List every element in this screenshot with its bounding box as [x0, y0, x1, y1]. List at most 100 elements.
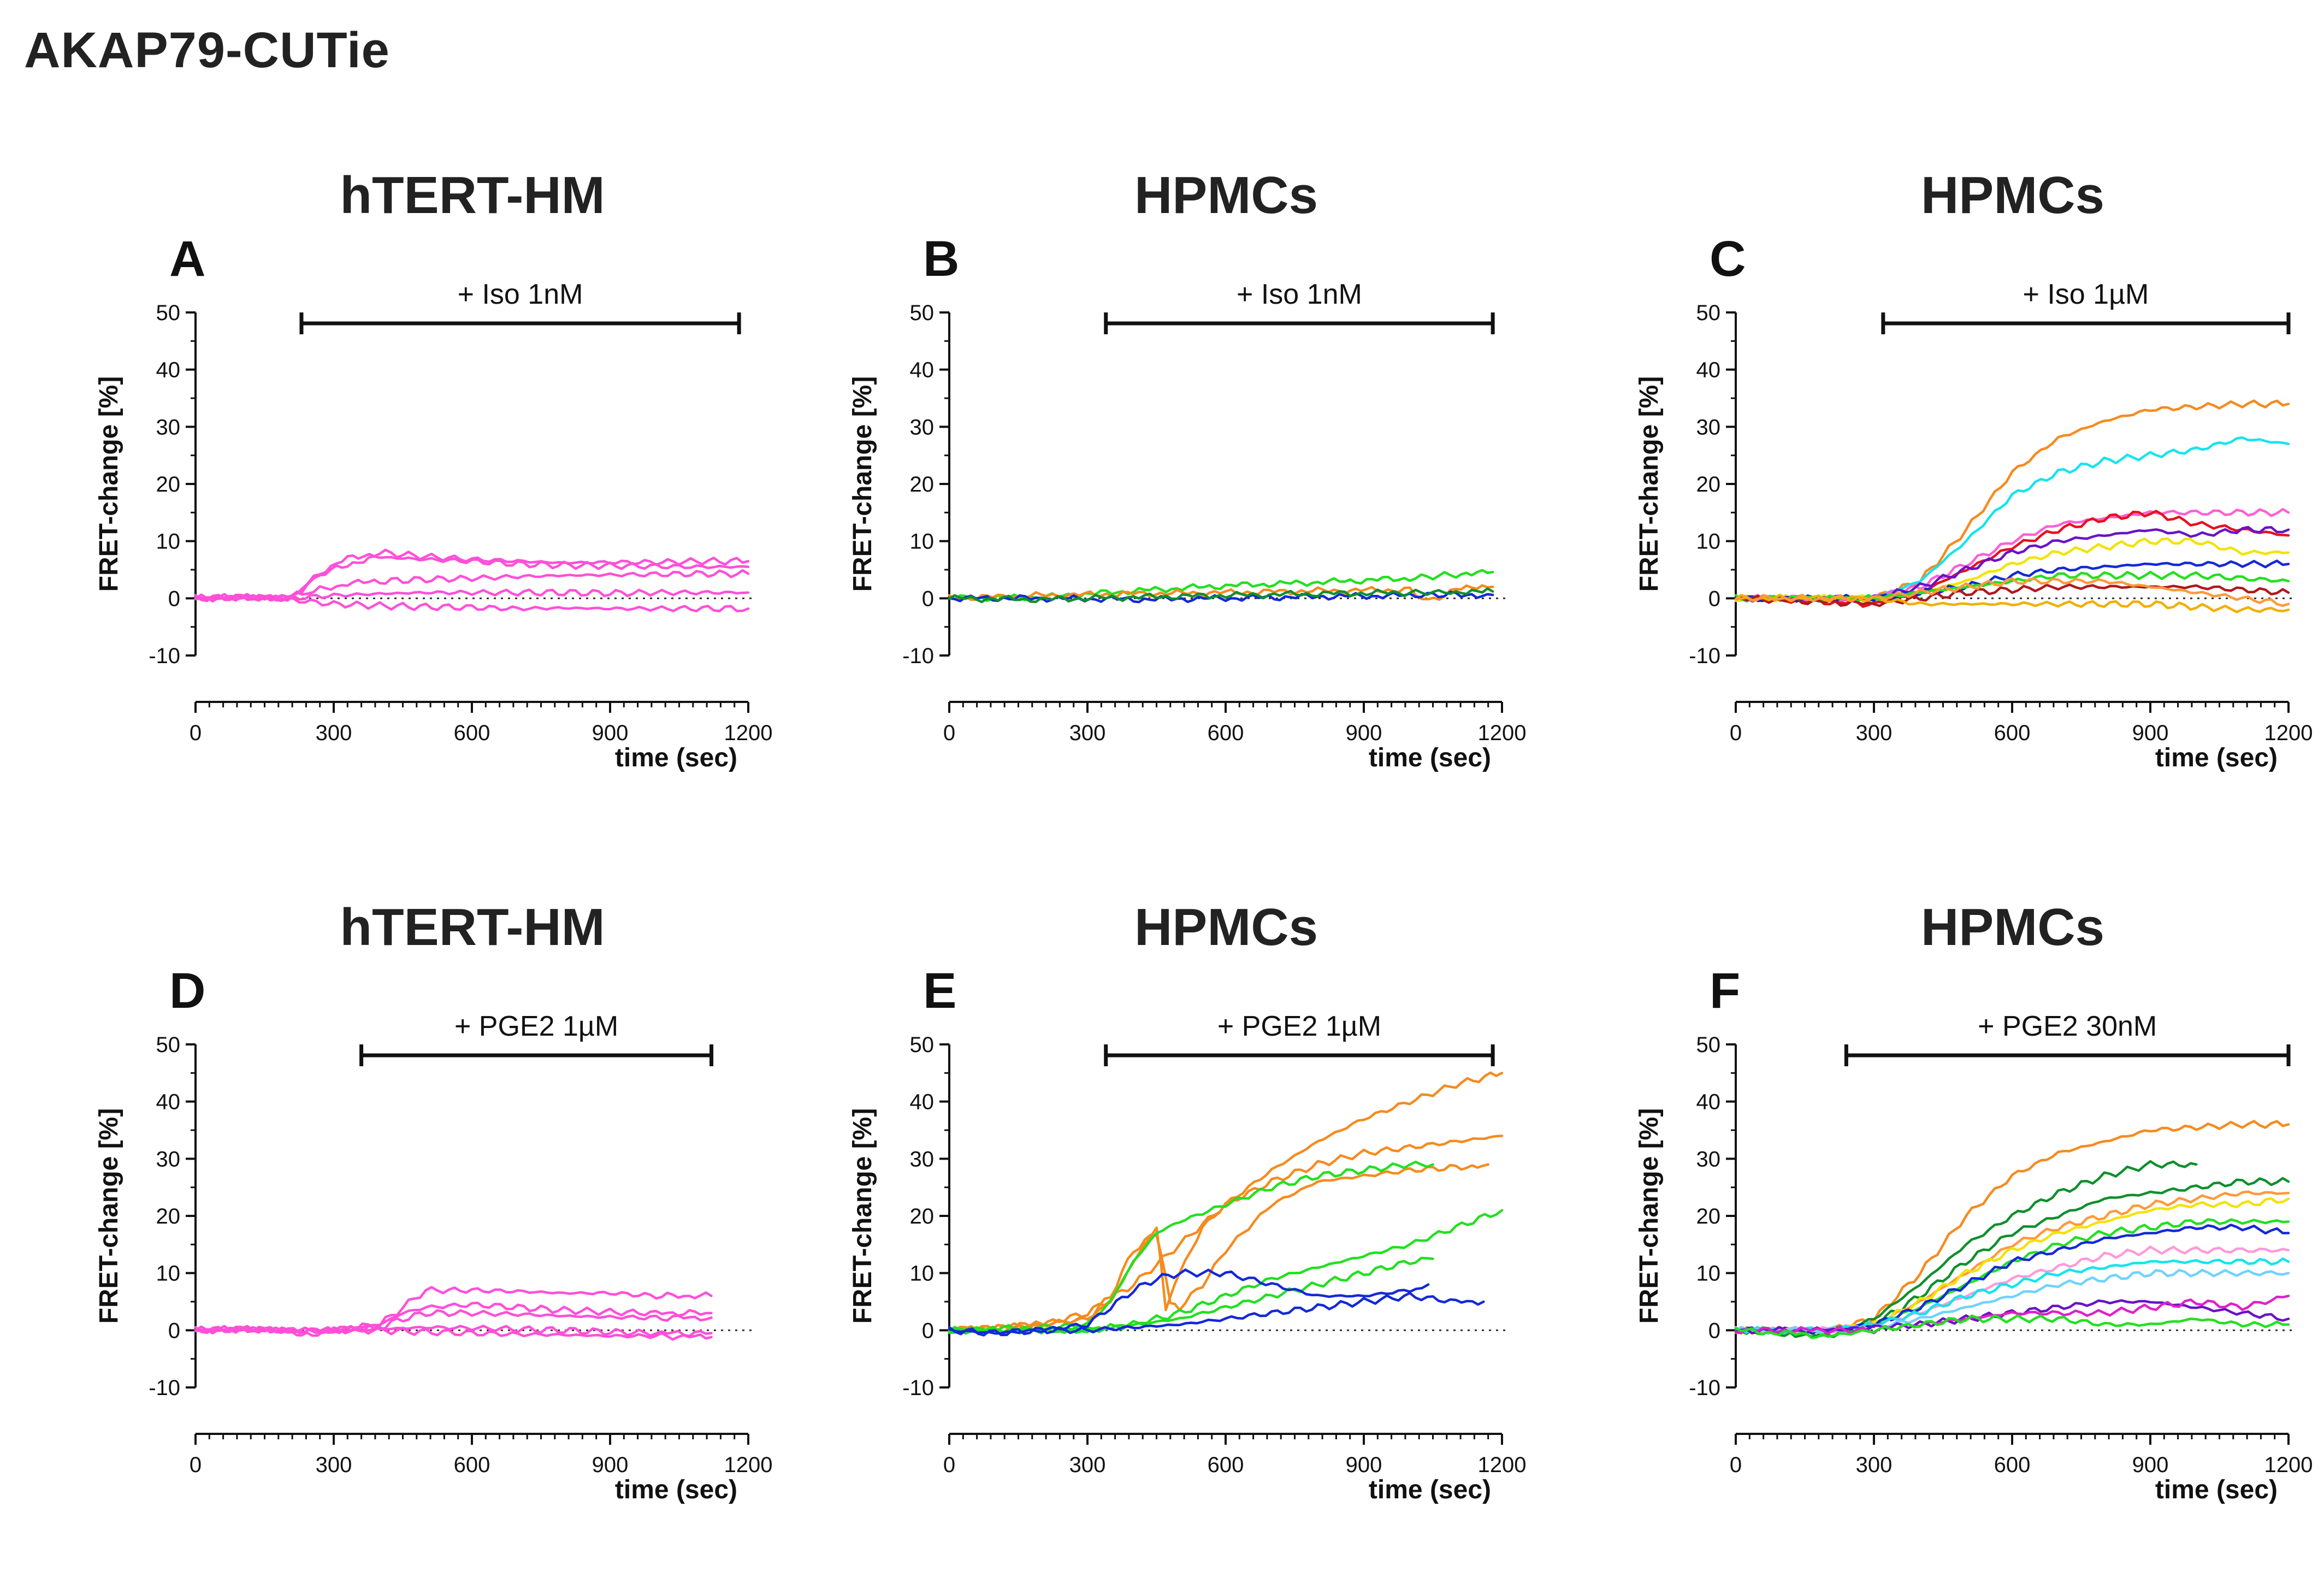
x-tick-label: 600: [1208, 1453, 1244, 1477]
y-tick-label: 50: [1696, 1033, 1721, 1057]
y-tick-label: 40: [156, 1090, 181, 1114]
y-axis-label: FRET-change [%]: [848, 376, 877, 592]
x-tick-label: 900: [592, 721, 629, 745]
series-line-gold: [1734, 593, 2290, 613]
y-tick-label: 20: [156, 1204, 181, 1228]
x-tick-label: 300: [316, 721, 352, 745]
x-axis-label: time (sec): [2155, 743, 2278, 772]
x-tick-label: 600: [1208, 721, 1244, 745]
treatment-label: + Iso 1µM: [2023, 279, 2149, 310]
series-line-green2: [1734, 1314, 2290, 1339]
x-tick-label: 1200: [724, 1453, 773, 1477]
series-line-darkgreen: [948, 587, 1494, 604]
panel-letter: F: [1710, 963, 1740, 1019]
x-tick-label: 300: [1069, 1453, 1106, 1477]
treatment-label: + PGE2 30nM: [1978, 1011, 2157, 1042]
y-tick-label: 50: [910, 301, 935, 325]
panel-b: HPMCs B + Iso 1nM -10 0 10 20 30 40 50 FRET-change…: [776, 153, 1540, 863]
panel-title: HPMCs: [1921, 166, 2104, 225]
x-tick-label: 600: [1994, 721, 2031, 745]
series-line-cell3: [194, 1309, 713, 1334]
y-tick-label: 40: [910, 1090, 935, 1114]
y-tick-label: -10: [902, 1376, 934, 1400]
panel-letter: B: [923, 231, 959, 287]
panel-letter: A: [169, 231, 205, 287]
series-line-magenta: [1734, 1295, 2290, 1335]
x-axis-label: time (sec): [615, 743, 737, 772]
y-tick-label: 30: [1696, 415, 1721, 439]
x-tick-label: 1200: [1478, 721, 1527, 745]
panel-title: hTERT-HM: [340, 898, 605, 956]
series-line-blue2: [948, 1291, 1485, 1337]
y-tick-label: -10: [902, 644, 934, 668]
chart-d: hTERT-HM D + PGE2 1µM -10 0 10 20 30 40 50 FRET-ch…: [94, 898, 773, 1504]
series-line-darkred: [1734, 583, 2290, 607]
x-axis-label: time (sec): [1369, 743, 1491, 772]
y-tick-label: 0: [1708, 1319, 1720, 1343]
series-line-pink: [1734, 1245, 2290, 1334]
y-tick-label: -10: [1689, 644, 1720, 668]
x-tick-label: 300: [1856, 1453, 1893, 1477]
treatment-label: + PGE2 1µM: [1217, 1011, 1381, 1042]
series-line-lightblue: [1734, 1268, 2290, 1335]
y-tick-label: 40: [1696, 358, 1721, 382]
panel-letter: D: [169, 963, 205, 1019]
y-tick-label: 40: [1696, 1090, 1721, 1114]
panel-a: hTERT-HM A + Iso 1nM -10 0 10 20 30 40 50 FRET-cha…: [22, 153, 787, 863]
series-line-orange3: [948, 1163, 1489, 1334]
y-tick-label: 0: [1708, 587, 1720, 611]
chart-f: HPMCs F + PGE2 30nM -10 0 10 20 30 40 50 FRET-chan…: [1635, 898, 2313, 1504]
y-tick-label: 10: [1696, 1262, 1721, 1286]
series-line-cell5: [194, 1325, 713, 1341]
series-line-lightorange: [1734, 577, 2290, 607]
treatment-label: + PGE2 1µM: [454, 1011, 618, 1042]
panel-title: HPMCs: [1921, 898, 2104, 956]
x-axis-label: time (sec): [1369, 1475, 1491, 1504]
y-tick-label: 0: [922, 1319, 934, 1343]
x-tick-label: 900: [1346, 1453, 1382, 1477]
x-tick-label: 300: [1069, 721, 1106, 745]
x-axis-label: time (sec): [2155, 1475, 2278, 1504]
y-tick-label: 10: [156, 1262, 181, 1286]
y-tick-label: 10: [910, 1262, 935, 1286]
series-line-blue1: [948, 1268, 1430, 1335]
series-line-cell5: [194, 596, 750, 613]
x-tick-label: 0: [190, 721, 202, 745]
treatment-label: + Iso 1nM: [1237, 279, 1362, 310]
y-tick-label: 10: [1696, 530, 1721, 554]
x-tick-label: 0: [1730, 721, 1742, 745]
panels-grid: hTERT-HM A + Iso 1nM -10 0 10 20 30 40 50 FRET-cha…: [22, 153, 2324, 1504]
y-axis-label: FRET-change [%]: [848, 1108, 877, 1324]
y-tick-label: 20: [910, 1204, 935, 1228]
x-tick-label: 0: [1730, 1453, 1742, 1477]
y-tick-label: 50: [156, 1033, 181, 1057]
x-tick-label: 1200: [2264, 721, 2313, 745]
x-tick-label: 900: [2132, 1453, 2169, 1477]
series-line-cell4: [194, 588, 750, 603]
x-tick-label: 300: [316, 1453, 352, 1477]
x-tick-label: 300: [1856, 721, 1893, 745]
x-tick-label: 1200: [1478, 1453, 1527, 1477]
panel-c: HPMCs C + Iso 1µM -10 0 10 20 30 40 50 FRET-change…: [1562, 153, 2324, 863]
x-tick-label: 600: [454, 1453, 490, 1477]
panel-title: HPMCs: [1134, 898, 1318, 956]
treatment-label: + Iso 1nM: [458, 279, 583, 310]
x-tick-label: 0: [190, 1453, 202, 1477]
x-axis-label: time (sec): [615, 1475, 737, 1504]
x-tick-label: 900: [592, 1453, 629, 1477]
chart-e: HPMCs E + PGE2 1µM -10 0 10 20 30 40 50 FRET-chang…: [848, 898, 1527, 1504]
series-line-orange: [1734, 399, 2290, 603]
x-tick-label: 900: [1346, 721, 1382, 745]
panel-e: HPMCs E + PGE2 1µM -10 0 10 20 30 40 50 FRET-chang…: [776, 885, 1540, 1595]
y-tick-label: 20: [910, 472, 935, 497]
y-tick-label: 20: [1696, 472, 1721, 497]
x-tick-label: 600: [1994, 1453, 2031, 1477]
y-tick-label: 50: [910, 1033, 935, 1057]
figure-title: AKAP79-CUTie: [24, 22, 390, 78]
series-line-orange2: [948, 1135, 1504, 1332]
y-tick-label: -10: [149, 1376, 180, 1400]
x-tick-label: 600: [454, 721, 490, 745]
y-tick-label: 0: [168, 587, 180, 611]
x-tick-label: 0: [943, 1453, 955, 1477]
panel-letter: E: [923, 963, 956, 1019]
